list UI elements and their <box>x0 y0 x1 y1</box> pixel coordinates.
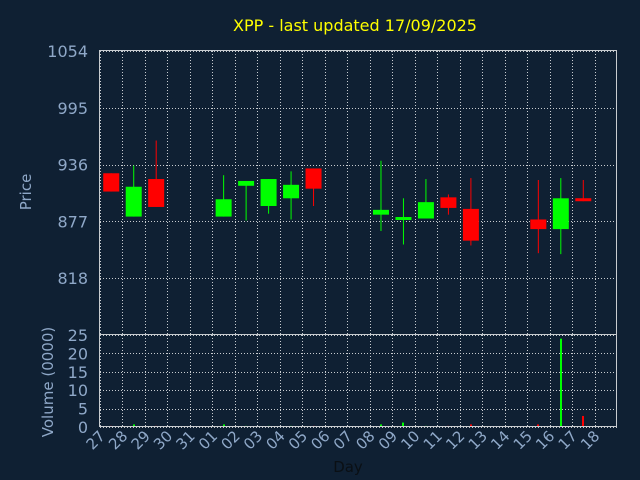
candles-layer <box>103 140 592 255</box>
volume-tick-label: 10 <box>68 381 88 400</box>
candle-body <box>103 173 120 192</box>
price-tick-label: 1054 <box>47 42 88 61</box>
x-tick-label: 18 <box>577 427 603 453</box>
price-tick-label: 936 <box>57 156 88 175</box>
volume-bar <box>470 424 472 427</box>
chart-title: XPP - last updated 17/09/2025 <box>233 16 477 35</box>
candle-body <box>215 199 232 217</box>
candle-body <box>283 184 300 199</box>
candle-body <box>417 202 434 219</box>
candle-body <box>530 219 547 230</box>
volume-tick-label: 5 <box>78 400 88 419</box>
volume-panel-frame <box>99 334 617 427</box>
volume-grid <box>100 335 617 428</box>
price-tick-label: 877 <box>57 212 88 231</box>
volume-tick-label: 15 <box>68 363 88 382</box>
volume-bar <box>582 415 584 427</box>
x-tick-labels: 2728293031010203040506070809101112131415… <box>83 427 604 453</box>
volume-tick-label: 25 <box>68 326 88 345</box>
candle-body <box>372 209 389 215</box>
volume-bar <box>133 424 135 427</box>
candle-body <box>395 217 412 221</box>
price-axis-label: Price <box>17 174 35 211</box>
candle-body <box>260 179 277 206</box>
volume-bar <box>537 424 539 427</box>
price-panel-frame <box>99 50 617 335</box>
price-tick-label: 995 <box>57 99 88 118</box>
volume-bar <box>402 422 404 427</box>
volume-tick-label: 20 <box>68 344 88 363</box>
candle-body <box>462 208 479 241</box>
price-grid <box>100 51 617 335</box>
candle-body <box>552 198 569 230</box>
price-tick-labels: 1054 995 936 877 818 <box>47 42 88 288</box>
candle-body <box>238 180 255 186</box>
candle-body <box>305 168 322 189</box>
volume-bar <box>380 424 382 427</box>
candle-body <box>440 197 457 208</box>
volume-bar <box>223 424 225 427</box>
volume-axis-label: Volume (0000) <box>39 327 57 437</box>
volume-bar <box>560 338 562 427</box>
x-axis-label: Day <box>333 458 363 476</box>
volume-tick-label: 0 <box>78 418 88 437</box>
candle-body <box>575 198 592 202</box>
price-tick-label: 818 <box>57 269 88 288</box>
candle-body <box>148 179 165 207</box>
candle-body <box>125 186 142 217</box>
